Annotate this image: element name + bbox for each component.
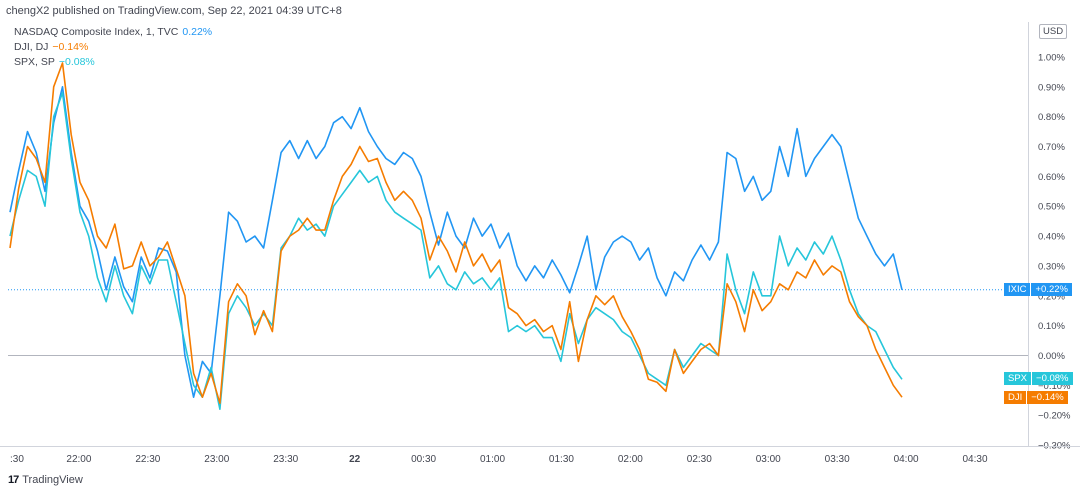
x-tick-label: 23:00 [204, 454, 229, 465]
badge-value: −0.08% [1032, 372, 1073, 385]
x-tick-label: 22:00 [66, 454, 91, 465]
x-tick-label: 03:00 [756, 454, 781, 465]
y-tick-label: −0.20% [1038, 411, 1071, 422]
spx-price-badge: SPX −0.08% [1004, 372, 1073, 385]
y-tick-label: 0.60% [1038, 172, 1065, 183]
y-tick-label: 0.80% [1038, 112, 1065, 123]
x-tick-label: 02:00 [618, 454, 643, 465]
legend-value: 0.22% [182, 26, 213, 38]
x-tick-label: 22:30 [135, 454, 160, 465]
legend-item-spx[interactable]: SPX, SP −0.08% [14, 55, 212, 70]
series-line-spx[interactable] [9, 92, 903, 410]
badge-value: −0.14% [1027, 391, 1068, 404]
price-axis[interactable]: 1.00% 0.90% 0.80% 0.70% 0.60% 0.50% 0.40% 0.30%… [1028, 22, 1072, 452]
series-line-dji[interactable] [9, 62, 903, 404]
x-tick-label: 03:30 [825, 454, 850, 465]
legend-label: NASDAQ Composite Index, 1, TVC [14, 26, 179, 38]
y-tick-label: 0.40% [1038, 232, 1065, 243]
y-tick-label: 0.20% [1038, 291, 1065, 302]
dji-price-badge: DJI −0.14% [1004, 391, 1068, 404]
y-tick-label: 0.00% [1038, 351, 1065, 362]
badge-value: +0.22% [1031, 283, 1072, 296]
x-tick-label: 23:30 [273, 454, 298, 465]
currency-button[interactable]: USD [1039, 24, 1068, 39]
y-tick-label: 0.10% [1038, 321, 1065, 332]
series-legend: NASDAQ Composite Index, 1, TVC 0.22% DJI,… [14, 25, 212, 70]
badge-symbol: SPX [1004, 372, 1032, 385]
x-tick-label: 00:30 [411, 454, 436, 465]
y-tick-label: 1.00% [1038, 53, 1065, 64]
y-tick-label: 0.30% [1038, 261, 1065, 272]
time-axis[interactable]: :30 22:00 22:30 23:00 23:30 22 00:30 01:00 01:30… [0, 446, 1080, 466]
legend-value: −0.14% [52, 41, 89, 53]
ixic-price-badge: IXIC +0.22% [1004, 283, 1072, 296]
y-tick-label: 0.70% [1038, 142, 1065, 153]
publisher-info: chengX2 published on TradingView.com, Se… [6, 5, 342, 17]
x-tick-label: 22 [349, 454, 361, 465]
tradingview-logo-icon[interactable]: 17 [8, 474, 19, 486]
y-tick-label: 0.90% [1038, 82, 1065, 93]
legend-item-nasdaq[interactable]: NASDAQ Composite Index, 1, TVC 0.22% [14, 25, 212, 40]
x-tick-label: 04:00 [894, 454, 919, 465]
x-tick-label: :30 [10, 454, 24, 465]
legend-label: DJI, DJ [14, 41, 49, 53]
x-tick-label: 01:30 [549, 454, 574, 465]
brand-name[interactable]: TradingView [22, 474, 83, 486]
legend-value: −0.08% [58, 56, 95, 68]
plot-area[interactable] [8, 62, 1028, 410]
series-line-nasdaq[interactable] [9, 86, 903, 398]
y-tick-label: 0.50% [1038, 202, 1065, 213]
y-tick-label: −0.10% [1038, 381, 1071, 392]
footer: 17 TradingView [8, 474, 83, 486]
x-tick-label: 04:30 [963, 454, 988, 465]
badge-symbol: IXIC [1004, 283, 1031, 296]
x-tick-label: 01:00 [480, 454, 505, 465]
x-tick-label: 02:30 [687, 454, 712, 465]
legend-item-dji[interactable]: DJI, DJ −0.14% [14, 40, 212, 55]
badge-symbol: DJI [1004, 391, 1027, 404]
legend-label: SPX, SP [14, 56, 55, 68]
